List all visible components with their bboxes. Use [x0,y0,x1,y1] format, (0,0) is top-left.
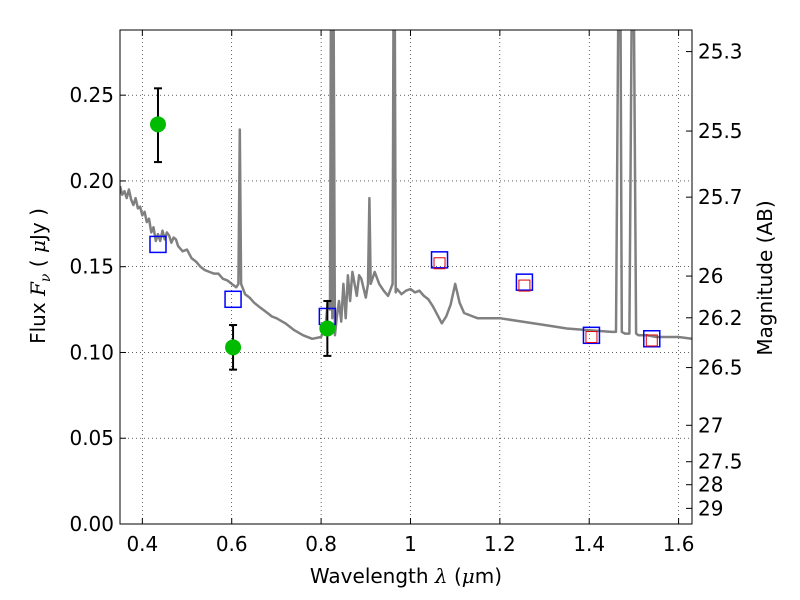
y2-tick-label: 27 [698,413,723,437]
y2-axis-title: Magnitude (AB) [753,200,777,355]
observed-point [225,339,242,356]
y-tick-label: 0.05 [69,426,114,450]
x-tick-label: 1.6 [663,532,695,556]
limit-marker [518,279,531,292]
series-layer [120,30,692,371]
model-photometry-marker [643,330,661,348]
y2-tick-label: 27.5 [698,450,743,474]
y2-tick-label: 29 [698,496,723,520]
y2-tick-label: 25.7 [698,185,743,209]
y-axis-title: Flux Fν ( μJy ) [26,208,54,344]
y2-tick-label: 26 [698,264,723,288]
limit-marker [645,334,658,347]
sed-model-line [120,30,692,341]
grid [120,30,692,524]
y2-tick-label: 26.5 [698,356,743,380]
x-tick-label: 1.4 [573,532,605,556]
y-tick-label: 0.00 [69,512,114,536]
y-tick-label: 0.10 [69,340,114,364]
model-photometry-marker [515,273,534,291]
model-photometry-marker [582,326,601,345]
limit-marker [585,331,598,344]
x-tick-label: 1.2 [484,532,516,556]
observed-point [319,320,336,337]
model-photometry-marker [149,235,167,254]
y2-tick-label: 28 [698,473,723,497]
y2-tick-label: 26.2 [698,306,743,330]
x-tick-label: 1 [404,532,417,556]
plot-frame [119,29,693,525]
y-tick-label: 0.15 [69,255,114,279]
model-photometry-marker [224,290,242,309]
observed-point [149,116,166,133]
model-photometry-marker [430,251,449,269]
x-tick-label: 0.8 [305,532,337,556]
x-tick-label: 0.6 [216,532,248,556]
ticks: 0.4 0.6 0.8 1 1.2 1.4 1.6 0.00 0.05 0.10 0.15 0.20 0… [69,30,743,556]
y-tick-label: 0.20 [69,169,114,193]
x-axis-title: Wavelength λ (μm) [310,564,502,588]
y-tick-label: 0.25 [69,83,114,107]
x-tick-label: 0.4 [126,532,158,556]
y2-tick-label: 25.5 [698,119,743,143]
y2-tick-label: 25.3 [698,40,743,64]
limit-marker [433,257,446,270]
